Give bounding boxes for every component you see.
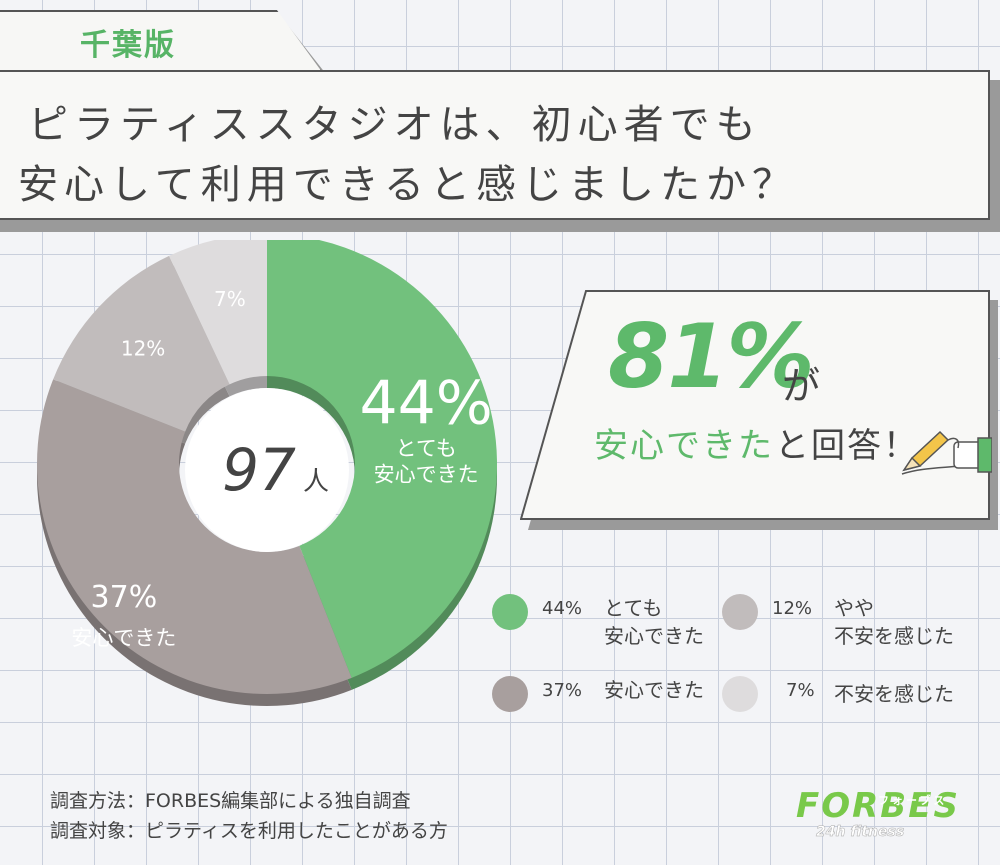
footer-method: 調査方法：FORBES編集部による独自調査 [50, 790, 411, 812]
slice-inner-label-0-0: とても [395, 437, 456, 461]
logo-main-text: FORBES [796, 786, 960, 826]
callout-answer-green: 安心できた [594, 426, 774, 466]
center-unit: 人 [303, 467, 329, 497]
slice-inner-label-0-1: 安心できた [374, 463, 479, 487]
legend-dot-reassured [492, 676, 528, 712]
legend-pct-reassured: 37% [542, 680, 583, 701]
logo-sub-text: 24h fitness [816, 824, 905, 841]
question-banner [0, 70, 990, 220]
legend-label-very-reassured: とても 安心できた [604, 596, 704, 648]
callout-answer-dark: と回答！ [775, 426, 919, 466]
callout-box [520, 290, 990, 520]
legend-dot-very-reassured [492, 594, 528, 630]
slice-pct-label-2: 12% [121, 337, 165, 361]
region-tag-label: 千葉版 [80, 28, 176, 63]
legend-dot-somewhat-anxious [722, 594, 758, 630]
region-tag [0, 10, 322, 72]
legend-pct-anxious: 7% [786, 680, 815, 701]
callout-border [520, 290, 990, 520]
slice-pct-label-0: 44% [359, 369, 492, 439]
donut-hole [185, 388, 349, 552]
forbes-logo: FORBES フォーブス 24h fitness [796, 786, 966, 846]
callout-percent: 81% [608, 305, 815, 408]
footer-target: 調査対象：ピラティスを利用したことがある方 [50, 820, 448, 842]
legend-label-anxious: 不安を感じた [834, 682, 954, 706]
slice-inner-label-1-0: 安心できた [71, 626, 176, 650]
question-line-2: 安心して利用できると感じましたか？ [18, 162, 798, 208]
slice-pct-label-3: 7% [214, 287, 246, 311]
legend-dot-anxious [722, 676, 758, 712]
legend-label-somewhat-anxious: やや 不安を感じた [834, 596, 954, 648]
donut-slice-2 [53, 255, 230, 432]
center-count: 97 [222, 436, 296, 504]
legend-pct-very-reassured: 44% [542, 598, 583, 619]
legend-label-reassured: 安心できた [604, 678, 704, 702]
legend-pct-somewhat-anxious: 12% [772, 598, 813, 619]
logo-kana-text: フォーブス [878, 794, 948, 807]
slice-pct-label-1: 37% [91, 580, 158, 615]
question-line-1: ピラティススタジオは、初心者でも [28, 102, 762, 148]
pencil-hand-icon [901, 430, 992, 475]
donut-slice-3 [169, 240, 267, 385]
donut-slice-1 [37, 379, 352, 694]
donut-slice-0 [267, 240, 498, 678]
callout-ga: が [782, 364, 821, 408]
